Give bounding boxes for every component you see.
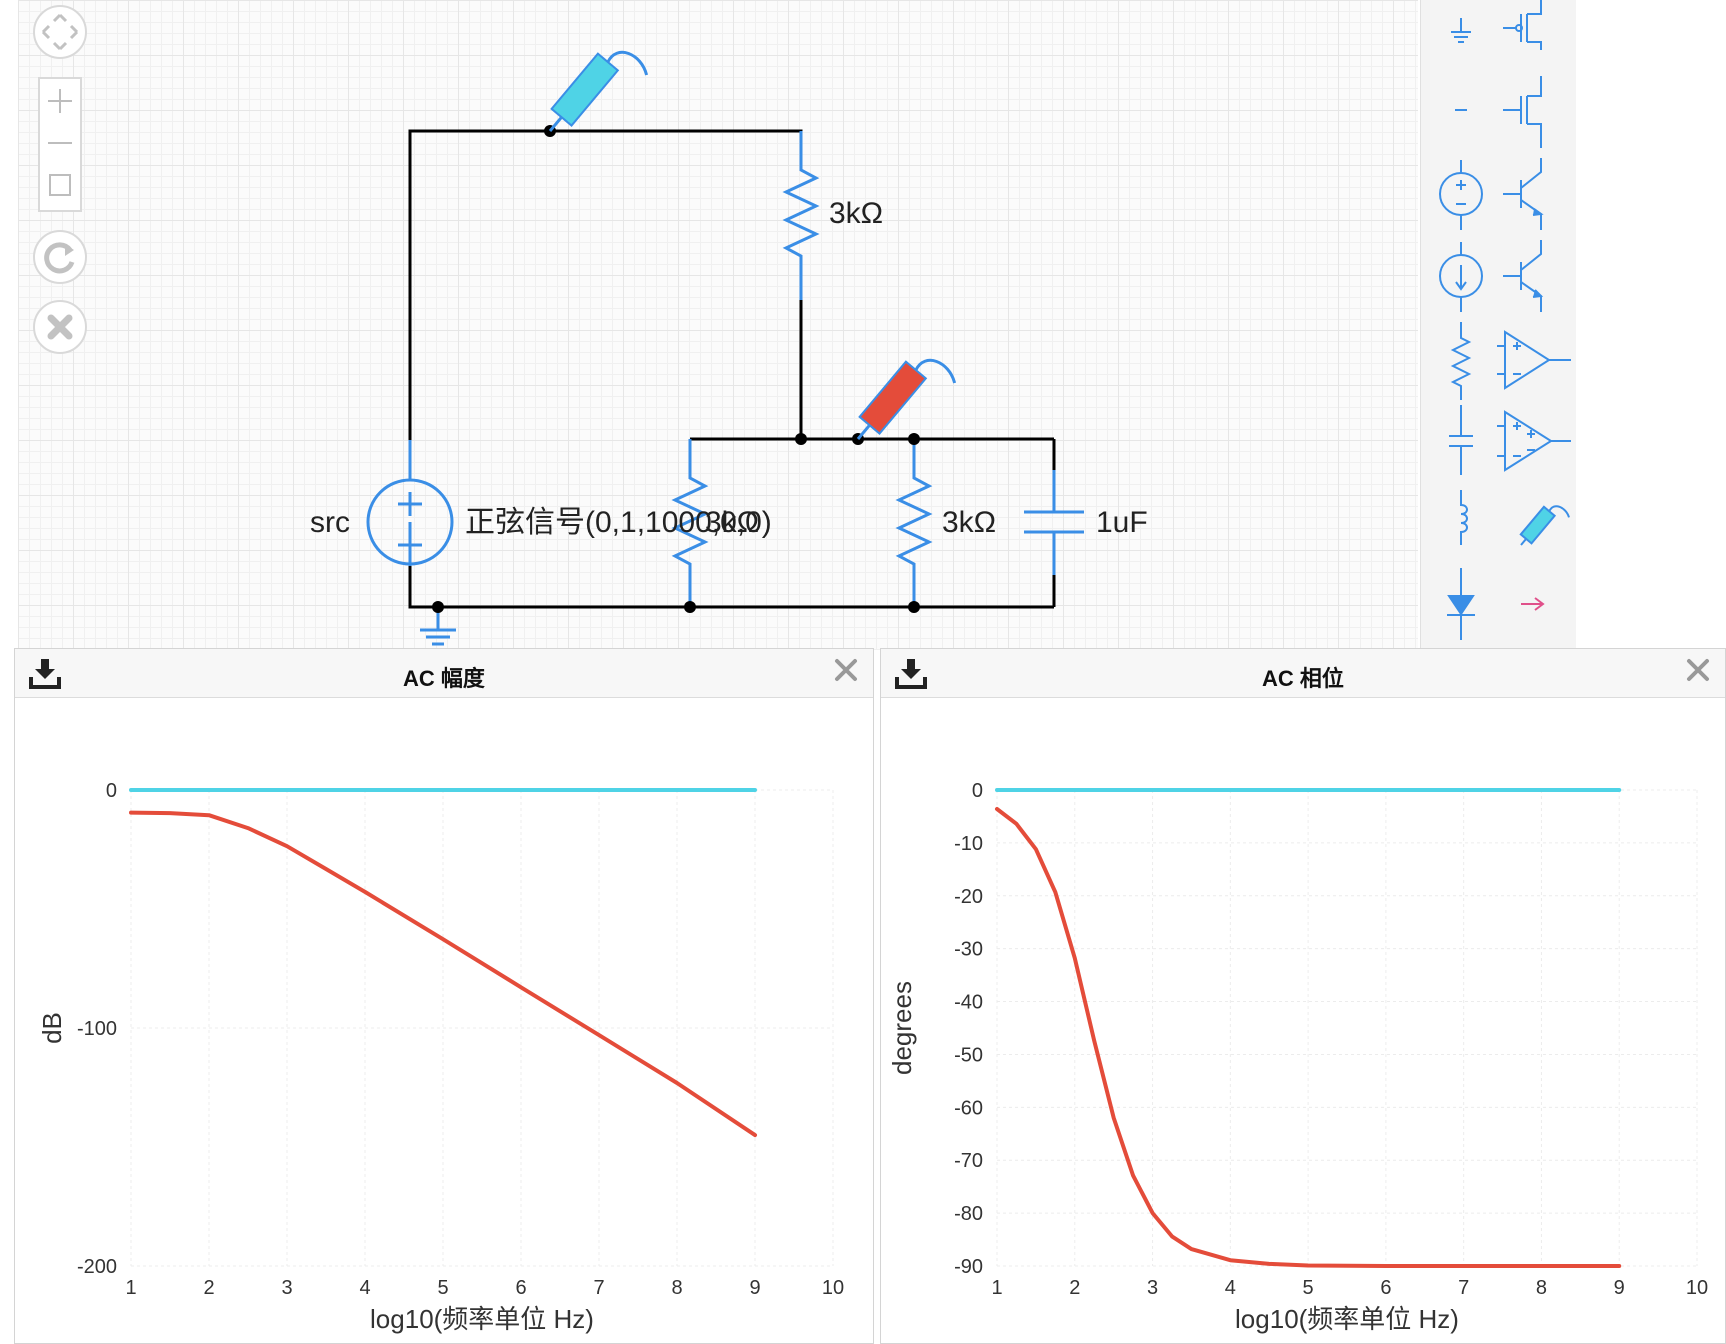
diode-icon[interactable] [1447, 568, 1475, 640]
y-tick-label: 0 [106, 780, 117, 802]
probe-red [856, 358, 957, 440]
current-source-icon[interactable] [1439, 242, 1483, 312]
npn-icon[interactable] [1503, 158, 1544, 230]
y-tick-label: -40 [954, 992, 983, 1014]
resistor-top [782, 131, 820, 300]
x-tick-label: 8 [671, 1277, 682, 1299]
ac-phase-panel: AC 相位 1 2 3 4 5 6 7 8 9 10 0 -10 -20 -30 -40 -50 -60 -70 -… [880, 648, 1726, 1344]
x-tick-label: 7 [593, 1277, 604, 1299]
probe-icon[interactable] [1516, 499, 1571, 558]
y-tick-label: -90 [954, 1256, 983, 1278]
panel-title: AC 相位 [1262, 666, 1344, 691]
x-tick-label: 4 [1225, 1277, 1236, 1299]
x-tick-label: 2 [203, 1277, 214, 1299]
zoom-in-icon[interactable] [40, 81, 80, 121]
pmos-icon[interactable] [1503, 76, 1542, 148]
download-icon[interactable] [27, 655, 63, 696]
source-name-label: src [310, 506, 350, 539]
schematic-canvas[interactable] [18, 0, 1418, 650]
fit-view-icon[interactable] [33, 5, 87, 59]
ground-symbol [420, 607, 456, 646]
source-value-label: 正弦信号(0,1,1000,0,0) [465, 506, 772, 539]
inductor-icon[interactable] [1460, 490, 1468, 545]
zoom-controls [38, 77, 82, 212]
resistor-right [895, 439, 933, 607]
wire-top [408, 129, 803, 440]
y-tick-label: -70 [954, 1150, 983, 1172]
circuit-diagram[interactable]: src 正弦信号(0,1,1000,0,0) 3kΩ 3kΩ 3kΩ 1uF [0, 0, 1420, 650]
resistor-top-label: 3kΩ [829, 197, 883, 230]
x-tick-label: 3 [281, 1277, 292, 1299]
opamp-alt-icon[interactable] [1497, 410, 1571, 472]
resistor-icon[interactable] [1450, 322, 1472, 400]
ground-icon[interactable] [1451, 18, 1471, 43]
x-tick-label: 1 [125, 1277, 136, 1299]
capacitor [1024, 470, 1084, 575]
capacitor-label: 1uF [1096, 506, 1148, 539]
close-icon[interactable] [1683, 655, 1713, 690]
x-tick-label: 4 [359, 1277, 370, 1299]
y-tick-label: 0 [972, 780, 983, 802]
panel-title: AC 幅度 [403, 666, 485, 691]
nmos-icon[interactable] [1503, 0, 1542, 50]
y-axis-label: degrees [887, 981, 917, 1075]
x-axis-label: log10(频率单位 Hz) [1235, 1304, 1459, 1334]
x-tick-label: 6 [1380, 1277, 1391, 1299]
y-tick-label: -50 [954, 1044, 983, 1066]
resistor-left-label: 3kΩ [705, 506, 759, 539]
x-tick-label: 3 [1147, 1277, 1158, 1299]
voltage-source [366, 440, 454, 566]
magnitude-chart: 1 2 3 4 5 6 7 8 9 10 0 -100 -200 log10(频率单位 Hz) dB [37, 780, 844, 1334]
y-tick-label: -30 [954, 939, 983, 961]
x-tick-label: 6 [515, 1277, 526, 1299]
x-tick-label: 5 [437, 1277, 448, 1299]
frame-icon[interactable] [40, 165, 80, 205]
palette-gutter [1576, 0, 1726, 650]
y-tick-label: -200 [77, 1256, 117, 1278]
probe-cyan [548, 50, 649, 132]
x-tick-label: 2 [1069, 1277, 1080, 1299]
capacitor-icon[interactable] [1449, 405, 1473, 475]
series-line [129, 810, 757, 1138]
ac-magnitude-panel: AC 幅度 1 2 3 4 5 6 7 8 9 10 0 -100 -200 log10(频率单位 Hz)… [14, 648, 874, 1344]
y-tick-label: -60 [954, 1097, 983, 1119]
plot-area [997, 790, 1697, 1266]
arrow-icon[interactable] [1521, 597, 1545, 611]
resistor-right-label: 3kΩ [942, 506, 996, 539]
x-tick-label: 5 [1303, 1277, 1314, 1299]
opamp-icon[interactable] [1497, 330, 1571, 390]
panel-header: AC 相位 [881, 649, 1725, 698]
x-tick-label: 9 [1614, 1277, 1625, 1299]
y-axis-label: dB [37, 1012, 67, 1044]
zoom-out-icon[interactable] [40, 123, 80, 163]
canvas-toolbar [30, 5, 92, 360]
close-icon[interactable] [831, 655, 861, 690]
x-tick-label: 10 [822, 1277, 844, 1299]
phase-chart: 1 2 3 4 5 6 7 8 9 10 0 -10 -20 -30 -40 -50 -60 -70 -80 -90 l… [887, 780, 1708, 1334]
resistor-left [671, 439, 709, 607]
component-palette [1420, 0, 1577, 650]
y-tick-label: -10 [954, 833, 983, 855]
x-tick-label: 1 [991, 1277, 1002, 1299]
x-tick-label: 10 [1686, 1277, 1708, 1299]
y-tick-label: -100 [77, 1018, 117, 1040]
x-tick-label: 8 [1536, 1277, 1547, 1299]
x-axis-label: log10(频率单位 Hz) [370, 1304, 594, 1334]
voltage-source-icon[interactable] [1439, 160, 1483, 230]
redo-icon[interactable] [33, 230, 87, 284]
y-tick-label: -20 [954, 886, 983, 908]
pnp-icon[interactable] [1503, 240, 1544, 312]
panel-header: AC 幅度 [15, 649, 873, 698]
download-icon[interactable] [893, 655, 929, 696]
x-tick-label: 9 [749, 1277, 760, 1299]
close-icon[interactable] [33, 300, 87, 354]
wire-bottom [408, 566, 1054, 609]
x-tick-label: 7 [1458, 1277, 1469, 1299]
series-line [995, 807, 1622, 1268]
y-tick-label: -80 [954, 1203, 983, 1225]
